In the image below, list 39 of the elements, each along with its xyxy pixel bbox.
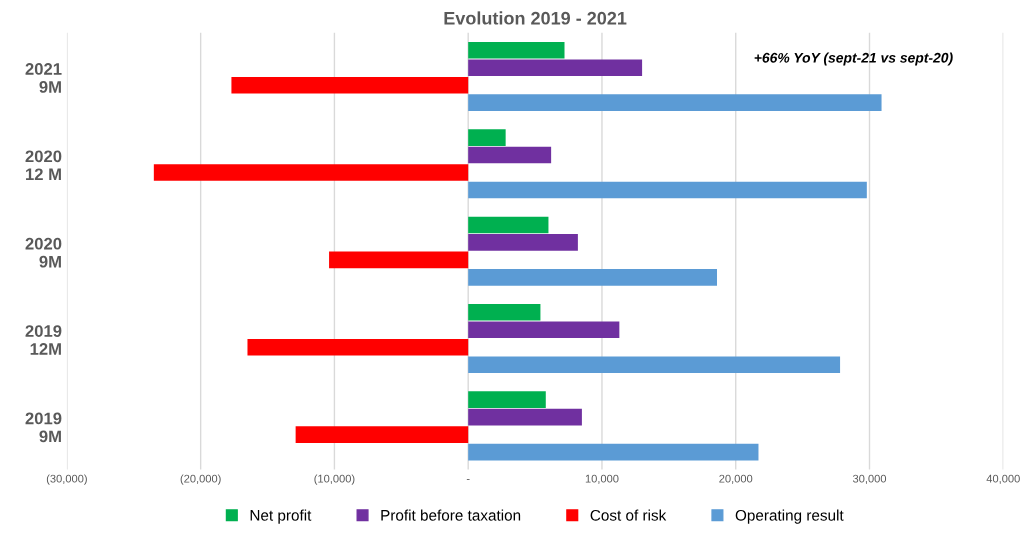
x-tick-label: (20,000) — [180, 474, 221, 485]
x-tick-label: 40,000 — [986, 474, 1020, 484]
bar — [468, 94, 882, 111]
legend-label: Net profit — [250, 509, 312, 524]
annotation: +66% YoY (sept-21 vs sept-20) — [754, 52, 953, 66]
bar — [468, 443, 759, 461]
legend-label: Operating result — [735, 509, 844, 524]
bar — [468, 304, 541, 321]
y-tick-label: 2020 9M — [25, 237, 62, 268]
y-tick-label: 2020 12 M — [25, 150, 62, 181]
bar — [468, 234, 578, 251]
x-tick-label: (10,000) — [314, 474, 355, 485]
x-tick-label: 10,000 — [585, 474, 619, 484]
bar — [468, 59, 643, 76]
x-tick-label: - — [466, 479, 470, 480]
bar — [468, 408, 582, 426]
bar — [468, 391, 546, 408]
y-tick-label: 2021 9M — [25, 63, 62, 93]
bar — [153, 164, 469, 181]
x-tick-label: 30,000 — [852, 474, 887, 484]
bar — [231, 76, 469, 94]
bar — [329, 251, 469, 269]
x-tick-label: 20,000 — [719, 474, 753, 484]
chart-title: Evolution 2019 - 2021 — [444, 11, 627, 25]
bar — [468, 321, 620, 339]
bar — [468, 356, 841, 374]
bar — [247, 338, 469, 356]
bar — [295, 426, 469, 443]
bar — [468, 181, 867, 199]
bar — [468, 269, 718, 286]
bar — [468, 41, 565, 59]
legend-label: Cost of risk — [590, 509, 667, 521]
y-tick-label: 2019 12M — [25, 325, 62, 355]
x-tick-label: (30,000) — [46, 474, 87, 485]
y-tick-label: 2019 9M — [25, 412, 62, 443]
bar — [468, 129, 506, 146]
bar — [468, 216, 549, 234]
legend-label: Profit before taxation — [381, 509, 521, 521]
bar — [468, 146, 552, 164]
